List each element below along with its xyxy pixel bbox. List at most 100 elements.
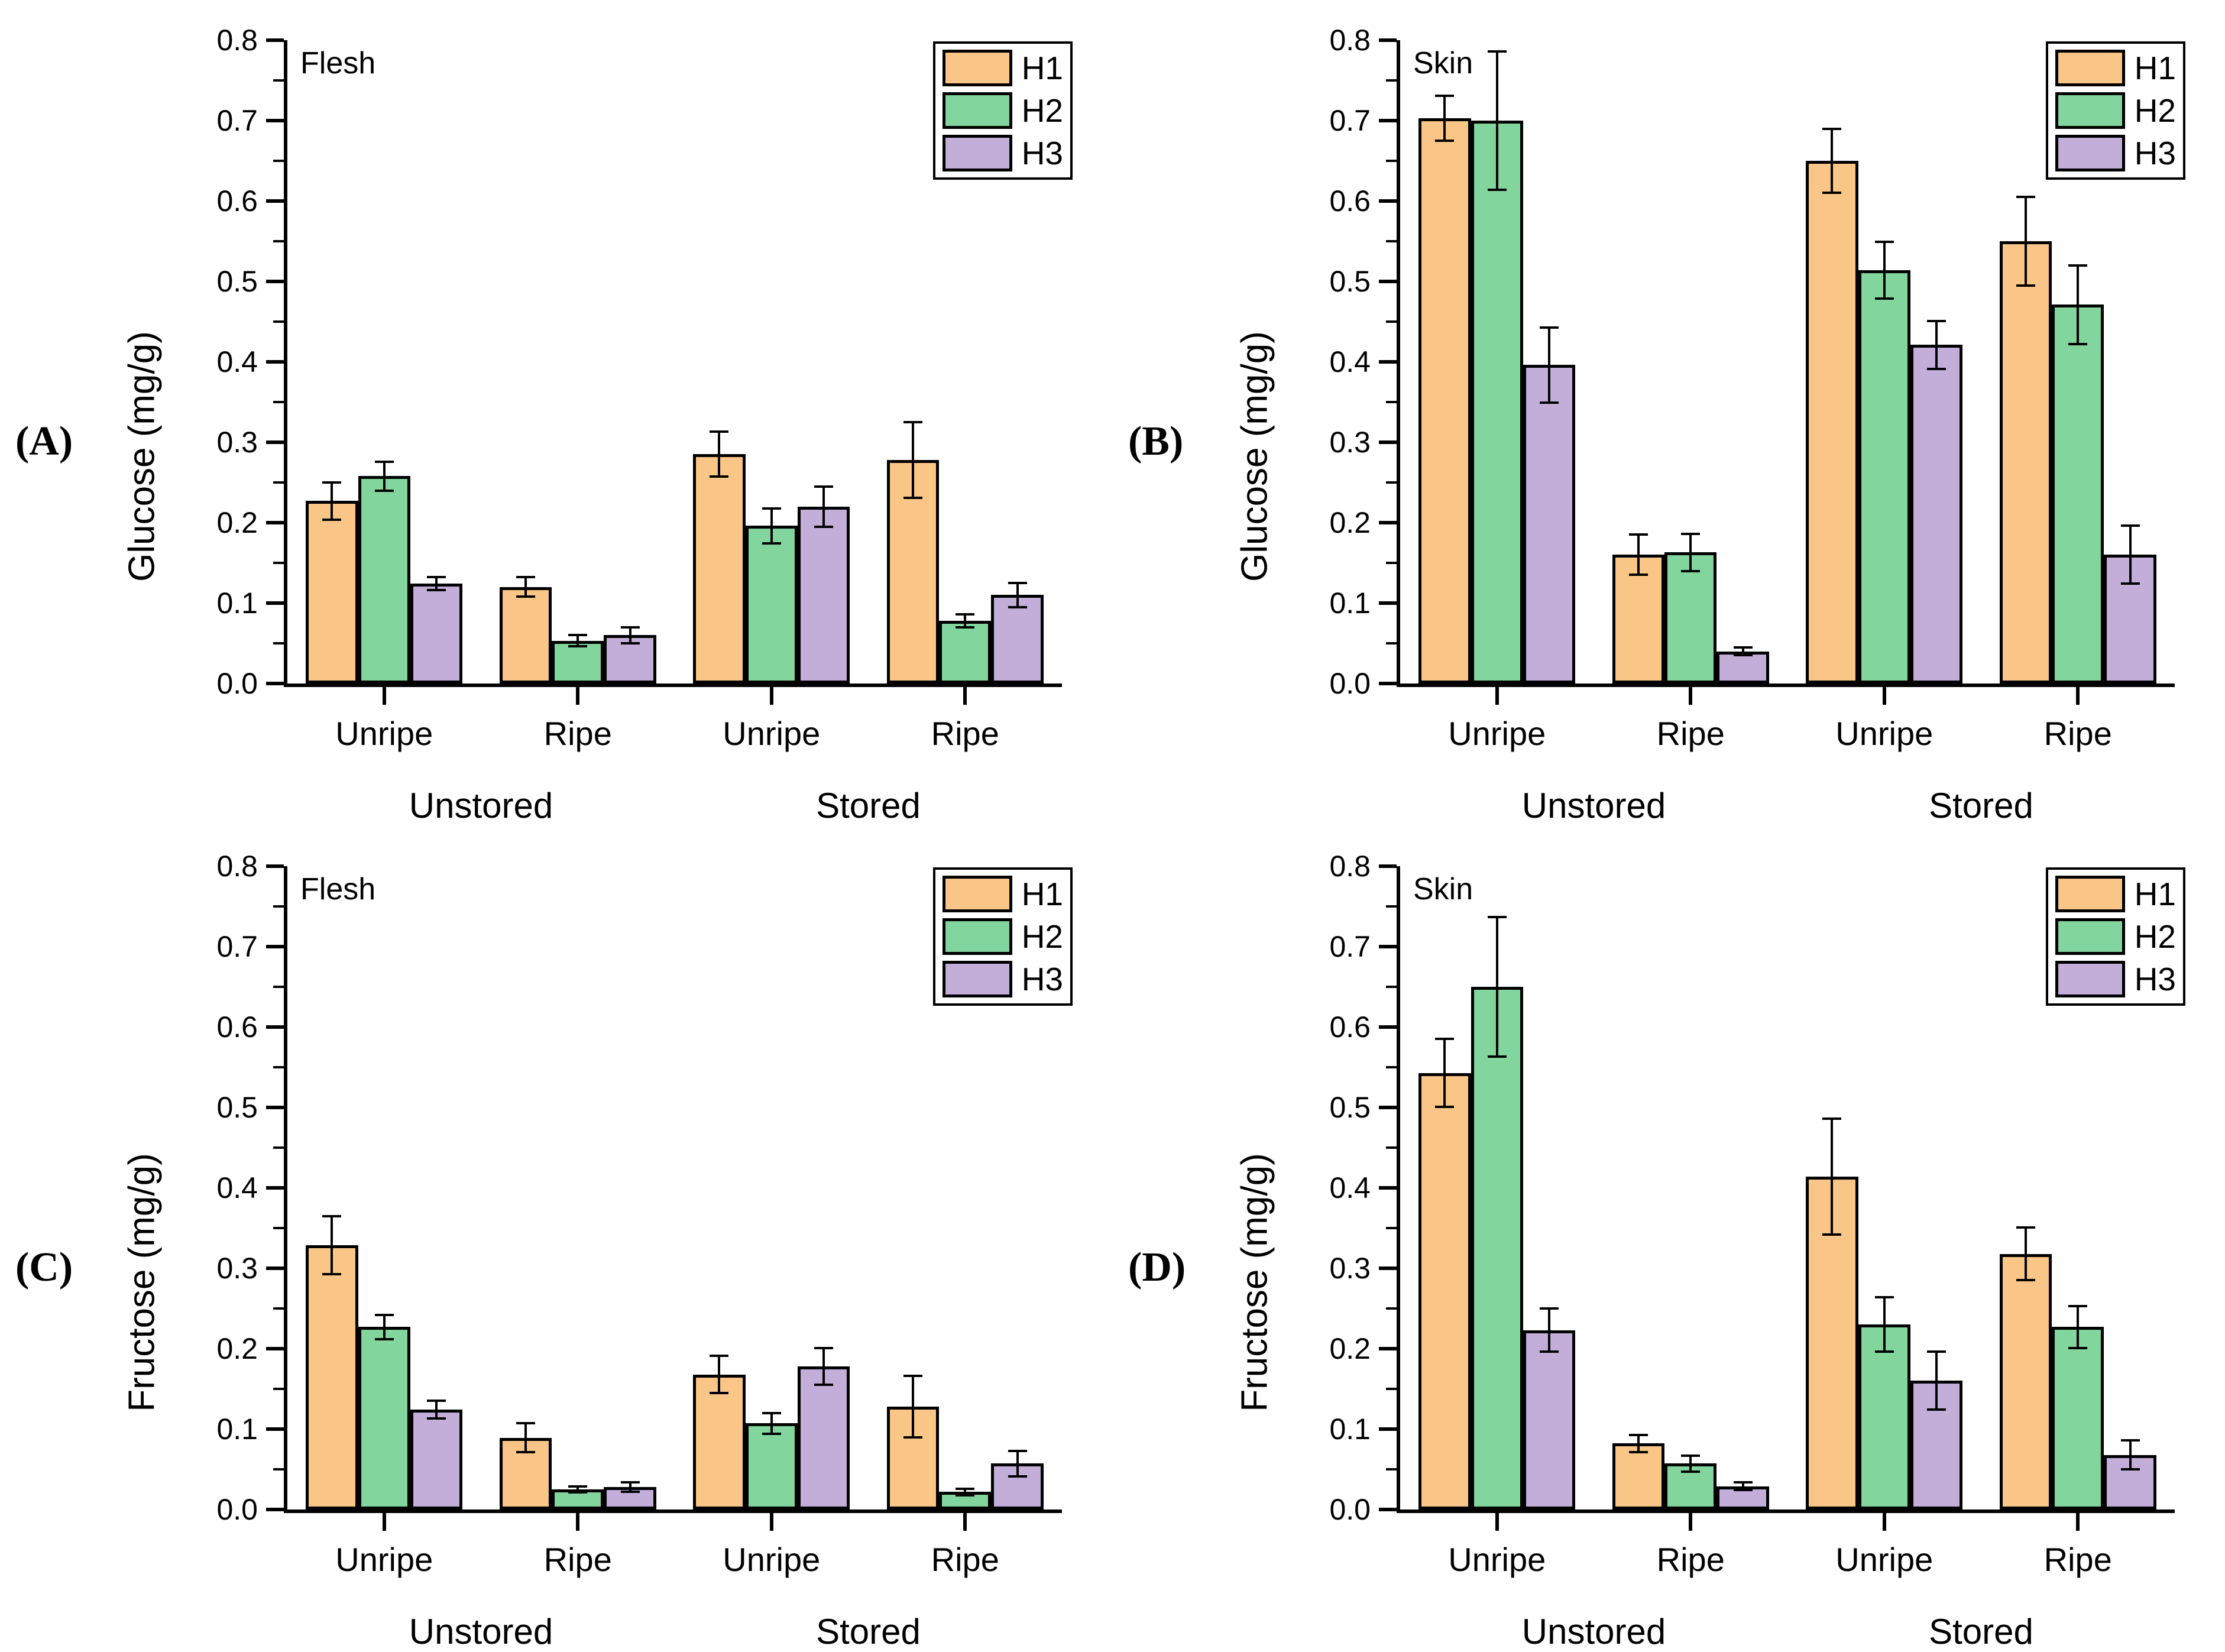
y-minor-tick (273, 240, 284, 242)
y-minor-tick (273, 986, 284, 988)
legend-row: H3 (942, 961, 1063, 997)
y-major-tick (266, 1106, 284, 1109)
error-bar-cap-bottom (568, 645, 588, 648)
group-label: Ripe (931, 715, 999, 752)
error-bar-line (1935, 320, 1938, 370)
error-bar-line (1443, 95, 1446, 141)
y-tick-label: 0.4 (216, 1171, 258, 1204)
y-tick-label: 0.0 (216, 667, 258, 700)
error-bar-cap-bottom (2120, 1468, 2140, 1470)
y-axis-label: Fructose (mg/g) (1234, 1153, 1275, 1412)
y-minor-tick (273, 160, 284, 162)
y-minor-tick (273, 642, 284, 644)
legend-swatch-h2 (942, 92, 1012, 129)
error-bar-cap-bottom (814, 1384, 834, 1387)
panel-letter: (C) (15, 1245, 73, 1290)
error-bar-cap-bottom (1733, 1489, 1753, 1492)
y-major-tick (266, 521, 284, 524)
y-tick-label: 0.2 (216, 1332, 258, 1365)
error-bar-cap-bottom (2068, 1346, 2088, 1349)
error-bar-cap-top (374, 460, 394, 463)
group-label: Ripe (543, 715, 612, 752)
y-minor-tick (273, 481, 284, 484)
panel-b: (B) Glucose (mg/g) Skin H1 H2 H3 0.0 0.1 0.2… (1113, 0, 2225, 826)
plot-area: Flesh H1 H2 H3 0.0 0.1 0.2 0.3 0.4 0.5 0.6 0.7 0.8… (216, 850, 1073, 1651)
y-major-tick (266, 1025, 284, 1029)
error-bar-cap-bottom (1435, 140, 1455, 142)
error-bar-cap-bottom (1874, 297, 1894, 300)
bar-h2 (552, 640, 604, 684)
y-axis-label: Fructose (mg/g) (121, 1153, 163, 1412)
error-bar-cap-top (1435, 94, 1455, 97)
error-bar-line (911, 1376, 914, 1437)
bar-h3 (1910, 345, 1963, 684)
y-axis-label: Glucose (mg/g) (121, 331, 163, 582)
y-major-tick (1379, 682, 1397, 685)
panel-letter: (B) (1128, 419, 1184, 464)
error-bar-cap-top (814, 1346, 834, 1349)
y-major-tick (266, 1266, 284, 1270)
error-bar-cap-bottom (620, 642, 640, 644)
error-bar-line (1883, 242, 1886, 299)
y-tick-label: 0.6 (1329, 1010, 1371, 1044)
error-bar-cap-bottom (1008, 605, 1027, 608)
error-bar-cap-top (568, 1485, 588, 1488)
bar-h3 (410, 584, 463, 684)
legend-label: H2 (2134, 918, 2176, 955)
group-label: Ripe (1656, 715, 1725, 752)
y-tick-label: 0.4 (216, 345, 258, 378)
error-bar-cap-top (814, 485, 834, 488)
y-minor-tick (1386, 1307, 1397, 1310)
bar-h2 (2052, 1327, 2104, 1510)
x-tick (1495, 687, 1499, 705)
error-bar-line (1637, 1434, 1640, 1453)
bar-h2 (358, 476, 410, 684)
error-bar-line (435, 1401, 438, 1419)
bar-h2 (2052, 305, 2104, 684)
legend-swatch-h3 (2055, 135, 2125, 171)
error-bar-cap-top (710, 1355, 729, 1358)
error-bar-cap-bottom (710, 1391, 729, 1394)
y-tick-label: 0.0 (216, 1493, 258, 1526)
bar-h3 (1523, 1330, 1576, 1510)
error-bar-line (1741, 1482, 1744, 1491)
legend-label: H2 (1021, 92, 1063, 129)
panel-letter: (A) (15, 419, 73, 464)
error-bar-cap-top (956, 613, 975, 616)
bar-h2 (1858, 1324, 1910, 1510)
y-major-tick (1379, 521, 1397, 524)
y-minor-tick (1386, 1388, 1397, 1390)
legend-label: H3 (1021, 134, 1063, 171)
y-major-tick (1379, 119, 1397, 122)
bar-h1 (499, 587, 552, 684)
bar-h1 (693, 454, 746, 684)
y-minor-tick (1386, 1146, 1397, 1149)
y-minor-tick (1386, 240, 1397, 242)
error-bar-line (2129, 1440, 2132, 1469)
x-tick (769, 1513, 773, 1531)
error-bar-line (1637, 535, 1640, 575)
y-major-tick (1379, 1025, 1397, 1029)
error-bar-cap-top (1435, 1038, 1455, 1041)
y-minor-tick (273, 1146, 284, 1149)
legend-label: H2 (2134, 92, 2176, 129)
error-bar-line (911, 422, 914, 498)
error-bar-cap-top (1487, 50, 1507, 53)
legend-swatch-h2 (942, 918, 1012, 955)
y-tick-label: 0.3 (1329, 1252, 1371, 1285)
y-minor-tick (273, 1227, 284, 1229)
tissue-label: Flesh (300, 872, 376, 906)
legend-row: H1 (2055, 876, 2176, 912)
group-label: Unripe (335, 1541, 433, 1578)
plot-area: Skin H1 H2 H3 0.0 0.1 0.2 0.3 0.4 0.5 0.6 0.7 0.8 U… (1329, 24, 2185, 825)
y-minor-tick (1386, 562, 1397, 564)
y-tick-label: 0.6 (1329, 184, 1371, 218)
y-minor-tick (273, 1066, 284, 1068)
error-bar-cap-top (427, 1400, 446, 1402)
error-bar-cap-bottom (374, 489, 394, 492)
y-major-tick (1379, 864, 1397, 868)
x-tick (576, 1513, 580, 1531)
x-tick (1882, 687, 1886, 705)
y-major-tick (1379, 360, 1397, 364)
